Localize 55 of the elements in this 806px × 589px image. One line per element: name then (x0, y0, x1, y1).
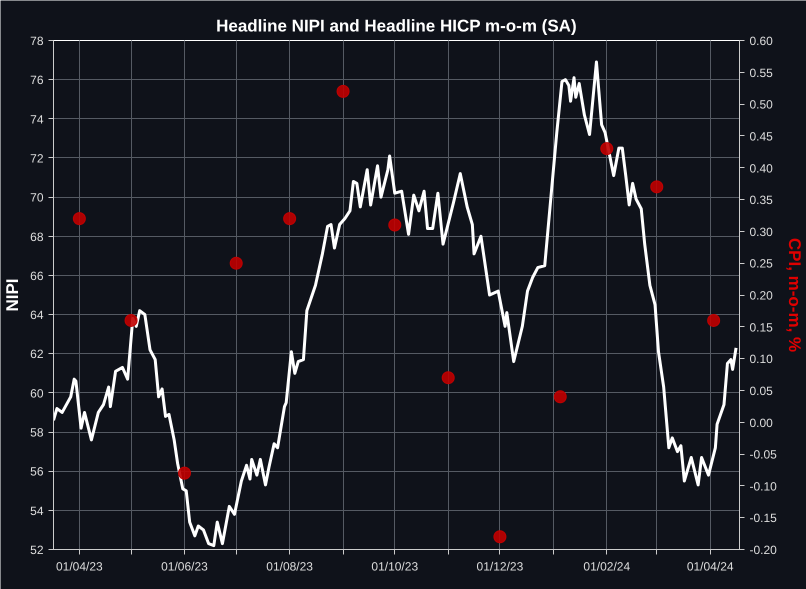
point (72, 212, 86, 226)
point (283, 212, 296, 226)
x-tick-label: 01/02/24 (583, 560, 630, 574)
y2-tick-label: 0.10 (750, 352, 774, 366)
y2-tick-label: 0.05 (750, 384, 774, 398)
y-tick-label: 68 (30, 230, 44, 244)
y-tick-label: 56 (30, 464, 44, 479)
y-tick-label: 60 (30, 386, 44, 400)
y2-tick-label: 0.50 (750, 98, 774, 112)
y-tick-label: 62 (30, 347, 44, 362)
point (124, 314, 138, 327)
y2-tick-label: -0.10 (750, 479, 778, 494)
chart-title: Headline NIPI and Headline HICP m-o-m (SA) (216, 16, 577, 36)
y-tick-label: 64 (30, 308, 44, 322)
point (336, 84, 350, 98)
point (600, 142, 614, 156)
y2-tick-label: 0.00 (750, 416, 774, 430)
y2-tick-label: -0.05 (750, 448, 778, 462)
y2-tick-label: 0.55 (750, 66, 774, 80)
y2-tick-label: -0.15 (750, 511, 778, 526)
y-tick-label: 66 (30, 268, 44, 283)
y2-tick-label: 0.20 (750, 288, 774, 302)
point (554, 390, 567, 404)
x-tick-label: 01/12/23 (476, 560, 524, 574)
x-tick-label: 01/04/24 (686, 560, 734, 574)
point (442, 371, 455, 384)
y2-tick-label: 0.45 (750, 129, 774, 144)
y2-tick-label: -0.20 (750, 543, 778, 557)
y-tick-label: 76 (30, 73, 44, 88)
x-tick-label: 01/08/23 (266, 560, 314, 574)
y-tick-label: 70 (30, 190, 44, 205)
y2-tick-label: 0.25 (750, 256, 774, 271)
y2-tick-label: 0.35 (750, 193, 774, 208)
y-tick-label: 78 (30, 34, 44, 48)
x-tick-label: 01/04/23 (56, 560, 104, 574)
point (388, 218, 402, 232)
y2-tick-label: 0.40 (750, 161, 774, 176)
y-tick-label: 72 (30, 151, 44, 166)
y-tick-label: 52 (30, 543, 44, 557)
line-series (54, 60, 738, 548)
y2-axis-title: CPI, m-o-m, % (784, 238, 804, 352)
point (230, 256, 243, 270)
point (493, 530, 506, 544)
y-tick-label: 58 (30, 426, 44, 440)
point (707, 314, 720, 327)
point (178, 466, 191, 480)
y-tick-label: 54 (30, 504, 44, 518)
y-tick-label: 74 (30, 112, 44, 126)
y-axis-title: NIPI (3, 278, 22, 312)
x-tick-label: 01/06/23 (161, 560, 208, 574)
point (650, 180, 664, 194)
y2-tick-label: 0.30 (750, 224, 774, 239)
y2-tick-label: 0.60 (750, 34, 774, 48)
x-tick-label: 01/10/23 (371, 560, 418, 574)
y2-tick-label: 0.15 (750, 320, 774, 334)
